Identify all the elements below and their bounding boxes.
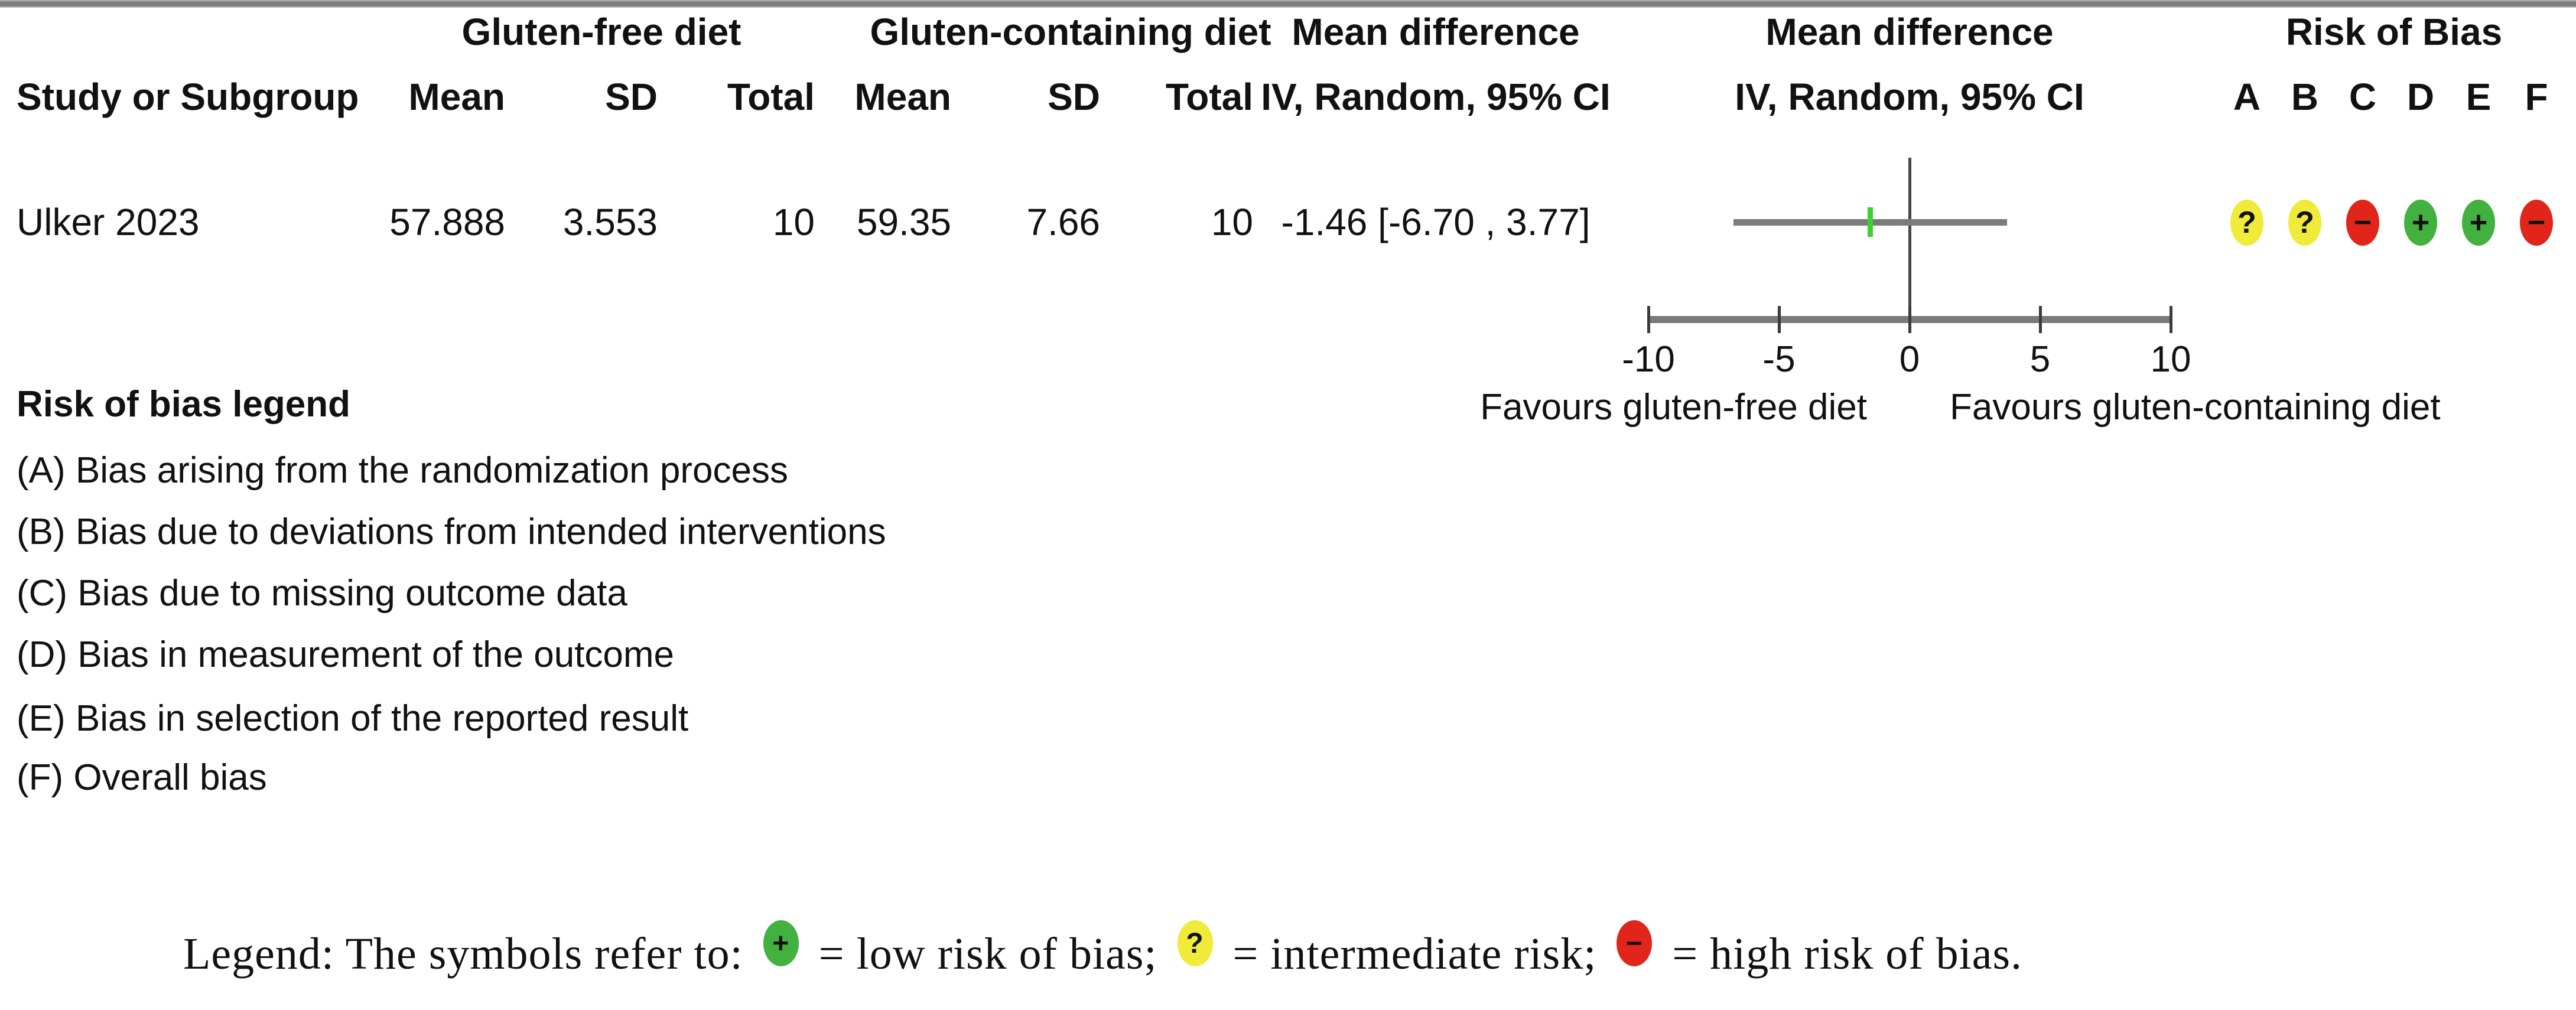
column-header-study: Study or Subgroup <box>17 76 359 118</box>
rob-letter-e: E <box>2466 76 2492 118</box>
symbol-legend-intro: Legend: The symbols refer to: <box>183 928 743 979</box>
group-header-mean-difference-plot: Mean difference <box>1765 11 2054 53</box>
axis-tick-neg10 <box>1647 306 1650 333</box>
axis-label-neg5: -5 <box>1762 339 1796 380</box>
rob-icon-a: ? <box>2230 200 2263 246</box>
rob-letter-c: C <box>2349 76 2377 118</box>
column-header-ci-text: IV, Random, 95% CI <box>1261 76 1611 118</box>
group-header-gluten-containing: Gluten-containing diet <box>870 11 1271 53</box>
rob-letter-a: A <box>2233 76 2261 118</box>
rob-legend-item-f: (F) Overall bias <box>17 757 267 798</box>
rob-icon-b: ? <box>2288 200 2321 246</box>
rob-icon-e: + <box>2462 200 2495 246</box>
rob-icon-c: − <box>2346 200 2379 246</box>
rob-legend-title: Risk of bias legend <box>17 384 351 425</box>
zero-line <box>1908 158 1911 333</box>
high-risk-icon: − <box>1616 920 1653 966</box>
cell-sd2: 7.66 <box>1026 201 1100 243</box>
cell-mean2: 59.35 <box>856 201 951 243</box>
column-header-total1: Total <box>727 76 815 118</box>
study-label: Ulker 2023 <box>17 201 200 243</box>
cell-ci-text: -1.46 [-6.70 , 3.77] <box>1281 201 1591 243</box>
high-risk-label: = high risk of bias. <box>1672 928 2023 979</box>
favours-right-label: Favours gluten-containing diet <box>1950 387 2441 428</box>
group-header-mean-difference-values: Mean difference <box>1292 11 1580 53</box>
rob-legend-item-a: (A) Bias arising from the randomization … <box>17 450 788 491</box>
low-risk-icon: + <box>763 920 799 966</box>
column-header-ci-plot: IV, Random, 95% CI <box>1735 76 2084 118</box>
rob-letter-d: D <box>2406 76 2435 118</box>
column-header-sd2: SD <box>1048 76 1100 118</box>
axis-tick-0 <box>1908 306 1911 333</box>
cell-total1: 10 <box>772 201 815 243</box>
axis-tick-neg5 <box>1778 306 1781 333</box>
column-header-sd1: SD <box>605 76 658 118</box>
rob-legend-item-b: (B) Bias due to deviations from intended… <box>17 511 886 552</box>
header-rule <box>0 0 2576 8</box>
rob-legend-item-d: (D) Bias in measurement of the outcome <box>17 634 675 675</box>
axis-label-0: 0 <box>1899 339 1920 380</box>
axis-label-5: 5 <box>2029 339 2051 380</box>
axis-label-neg10: -10 <box>1622 339 1675 380</box>
cell-mean1: 57.888 <box>389 201 505 243</box>
column-header-mean2: Mean <box>854 76 951 118</box>
intermediate-risk-icon: ? <box>1177 920 1213 966</box>
axis-tick-10 <box>2170 306 2172 333</box>
rob-letter-b: B <box>2291 76 2319 118</box>
favours-left-label: Favours gluten-free diet <box>1480 387 1867 428</box>
group-header-gluten-free: Gluten-free diet <box>461 11 741 53</box>
symbol-legend: Legend: The symbols refer to: + = low ri… <box>183 920 2023 986</box>
axis-label-10: 10 <box>2150 339 2191 380</box>
group-header-risk-of-bias: Risk of Bias <box>2285 11 2503 53</box>
rob-icon-d: + <box>2404 200 2437 246</box>
point-estimate-marker <box>1868 207 1873 237</box>
cell-total2: 10 <box>1211 201 1253 243</box>
cell-sd1: 3.553 <box>562 201 658 243</box>
low-risk-label: = low risk of bias; <box>818 928 1157 979</box>
rob-legend-item-c: (C) Bias due to missing outcome data <box>17 573 627 614</box>
rob-letter-f: F <box>2525 76 2548 118</box>
intermediate-risk-label: = intermediate risk; <box>1232 928 1597 979</box>
column-header-mean1: Mean <box>408 76 505 118</box>
axis-tick-5 <box>2039 306 2042 333</box>
rob-icon-f: − <box>2520 200 2553 246</box>
rob-legend-item-e: (E) Bias in selection of the reported re… <box>17 698 689 739</box>
column-header-total2: Total <box>1165 76 1253 118</box>
